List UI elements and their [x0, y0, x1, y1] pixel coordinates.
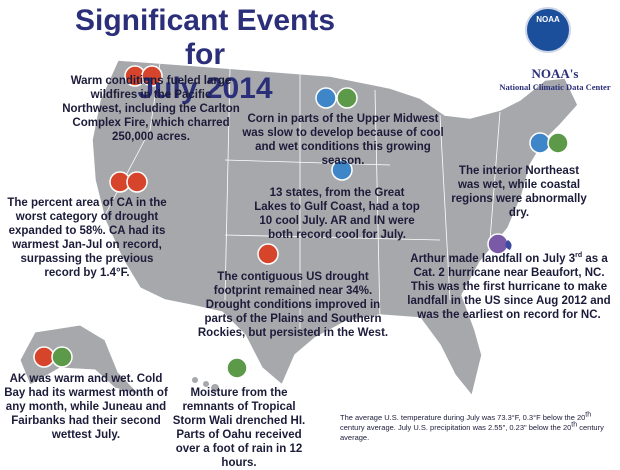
footnote: The average U.S. temperature during July… [340, 411, 612, 443]
us-outline [91, 59, 579, 398]
superscript: th [585, 411, 592, 419]
footnote-text: century average. July U.S. precipitation… [340, 423, 572, 432]
event: The contiguous US drought footprint rema… [195, 270, 391, 340]
event: Arthur made landfall on July 3rd as a Ca… [406, 252, 612, 322]
event-text: The percent area of CA in the worst cate… [7, 197, 167, 279]
event-text: The contiguous US drought footprint rema… [197, 271, 389, 339]
event-text: AK was warm and wet. Cold Bay had its wa… [4, 373, 168, 441]
event: The interior Northeast was wet, while co… [448, 164, 590, 220]
noaa-logo [525, 7, 571, 53]
org-block: NOAA's National Climatic Data Center [492, 66, 618, 92]
event-text: Corn in parts of the Upper Midwest was s… [242, 113, 444, 167]
center-name: National Climatic Data Center [499, 82, 611, 92]
title: Significant Events for July 2014 [60, 4, 350, 106]
event: AK was warm and wet. Cold Bay had its wa… [4, 372, 168, 442]
hawaii [192, 377, 219, 392]
event-text: as a Cat. 2 hurricane near Beaufort, NC.… [407, 253, 611, 321]
icons [33, 65, 569, 379]
superscript: th [571, 421, 578, 429]
footnote-text: The average U.S. temperature during July… [340, 413, 586, 422]
title-line: July 2014 [137, 72, 273, 105]
event-text: 13 states, from the Great Lakes to Gulf … [254, 187, 420, 241]
page: NOAA Significant Events for July 2014 NOA… [2, 4, 618, 469]
title-line: Significant Events for [74, 4, 336, 71]
footnote-text: century average. [340, 423, 604, 442]
event: The percent area of CA in the worst cate… [2, 196, 172, 280]
event: Moisture from the remnants of Tropical S… [166, 386, 312, 470]
logo-text: NOAA [536, 15, 560, 24]
event-text: Moisture from the remnants of Tropical S… [172, 387, 306, 469]
superscript: rd [575, 252, 583, 260]
event-text: The interior Northeast was wet, while co… [451, 165, 587, 219]
event: Corn in parts of the Upper Midwest was s… [238, 112, 448, 168]
org-name: NOAA's [531, 66, 579, 81]
hurricane-symbol [505, 240, 512, 250]
event: 13 states, from the Great Lakes to Gulf … [252, 186, 422, 242]
event-text: Arthur made landfall on July 3 [410, 253, 576, 265]
map: NOAA [19, 7, 579, 398]
event-text: Warm conditions fueled large wildfires i… [62, 75, 240, 143]
event: Warm conditions fueled large wildfires i… [62, 74, 240, 144]
alaska [19, 324, 142, 396]
